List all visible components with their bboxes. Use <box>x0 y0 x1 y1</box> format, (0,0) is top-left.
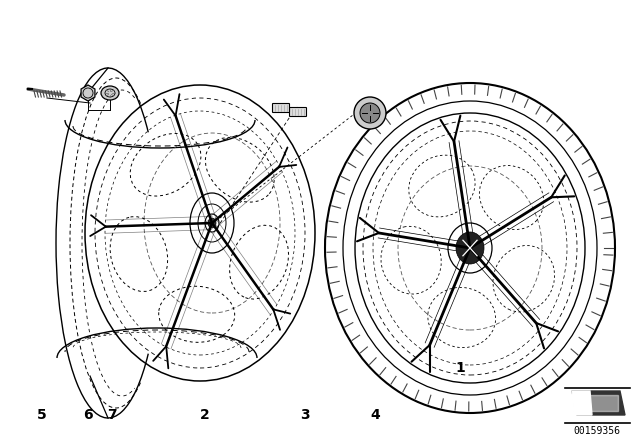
Ellipse shape <box>360 103 380 123</box>
Ellipse shape <box>456 232 484 264</box>
Text: 7: 7 <box>107 408 117 422</box>
Text: 00159356: 00159356 <box>573 426 621 436</box>
FancyBboxPatch shape <box>273 103 289 112</box>
FancyBboxPatch shape <box>289 108 307 116</box>
Polygon shape <box>572 391 625 415</box>
Text: 4: 4 <box>370 408 380 422</box>
Text: 1: 1 <box>455 361 465 375</box>
Text: 3: 3 <box>300 408 310 422</box>
Ellipse shape <box>208 218 216 228</box>
Polygon shape <box>81 85 95 101</box>
Text: 2: 2 <box>200 408 210 422</box>
Polygon shape <box>572 391 592 415</box>
Polygon shape <box>574 395 618 411</box>
Ellipse shape <box>354 97 386 129</box>
Ellipse shape <box>101 86 119 100</box>
Text: 6: 6 <box>83 408 93 422</box>
Text: 5: 5 <box>37 408 47 422</box>
